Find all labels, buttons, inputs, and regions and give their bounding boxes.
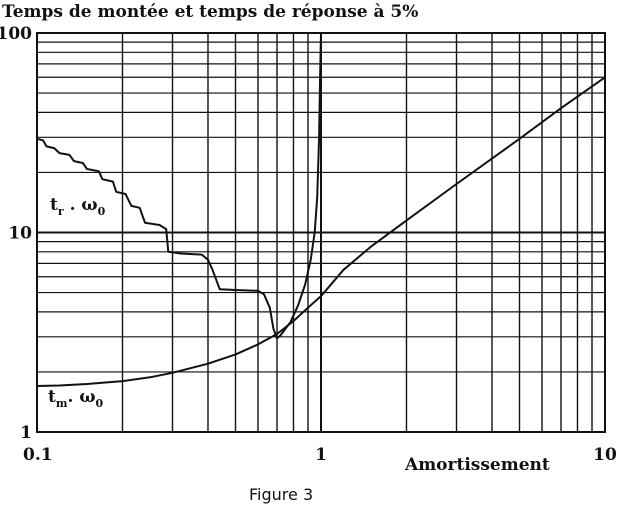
chart-title: Temps de montée et temps de réponse à 5% <box>2 2 418 22</box>
figure-caption: Figure 3 <box>249 485 313 504</box>
series-label-tm: tm. ω0 <box>48 387 104 410</box>
y-tick-label: 100 <box>0 24 32 44</box>
y-tick-label: 1 <box>20 423 32 443</box>
x-axis-label: Amortissement <box>404 455 550 475</box>
x-tick-label: 1 <box>315 445 327 465</box>
x-tick-label: 0.1 <box>23 445 53 465</box>
y-tick-label: 10 <box>8 224 32 244</box>
series-line-tr <box>36 32 322 340</box>
x-tick-label: 10 <box>593 445 617 465</box>
series-line-tm <box>36 76 606 387</box>
series-label-tr: tr . ω0 <box>50 195 106 218</box>
series-layer <box>36 32 606 387</box>
